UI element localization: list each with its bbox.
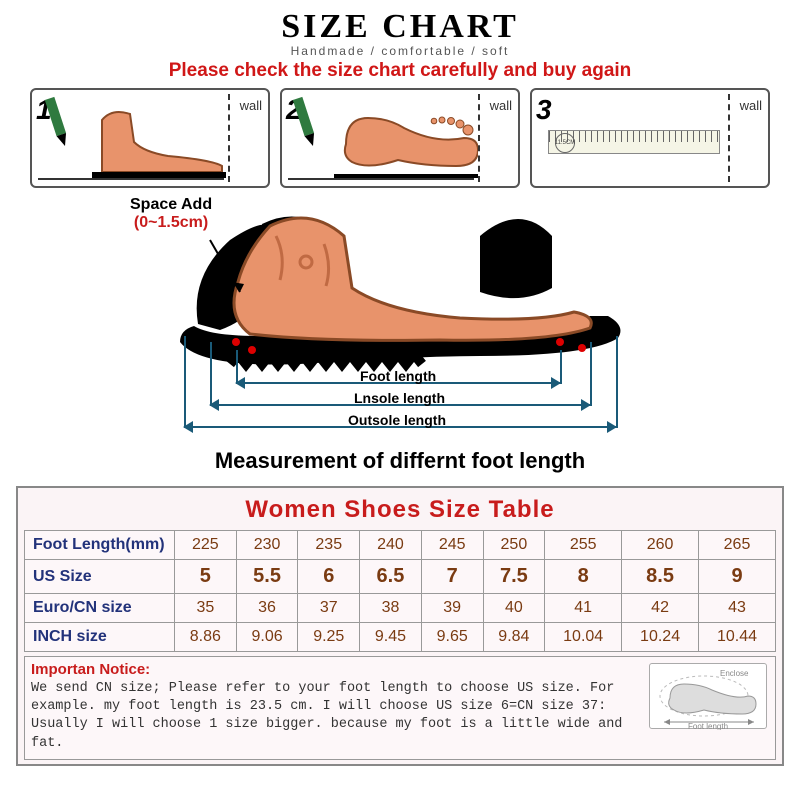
wall-label: wall [740,98,762,113]
table-cell: 8 [545,560,622,594]
dim-tick [590,342,592,406]
size-table: Foot Length(mm) 225 230 235 240 245 250 … [24,530,776,652]
wall-line [728,94,730,182]
step-3: 3 wall 11.5CM [530,88,770,188]
dim-tick [184,336,186,428]
table-cell: 8.5 [622,560,699,594]
notice-foot-icon: Enclose Foot length [649,663,767,729]
table-cell: 10.24 [622,623,699,652]
table-cell: 5.5 [236,560,298,594]
table-row: US Size 5 5.5 6 6.5 7 7.5 8 8.5 9 [25,560,776,594]
table-cell: 9 [699,560,776,594]
marker-dot [248,346,256,354]
table-cell: 250 [483,531,545,560]
size-chart-page: SIZE CHART Handmade / comfortable / soft… [0,0,800,800]
step-2: 2 wall [280,88,520,188]
step-number: 3 [536,94,552,126]
table-cell: 37 [298,594,360,623]
footprint-icon [328,104,478,182]
important-notice: Importan Notice: We send CN size; Please… [24,656,776,760]
row-header: US Size [25,560,175,594]
dim-tick [210,342,212,406]
table-cell: 260 [622,531,699,560]
notice-icon-bottom-label: Foot length [688,722,728,730]
row-header: Foot Length(mm) [25,531,175,560]
table-cell: 255 [545,531,622,560]
table-cell: 9.06 [236,623,298,652]
page-subtitle: Handmade / comfortable / soft [0,44,800,58]
page-title: SIZE CHART [0,8,800,46]
table-cell: 235 [298,531,360,560]
table-cell: 230 [236,531,298,560]
marker-dot [556,338,564,346]
table-cell: 40 [483,594,545,623]
table-cell: 6.5 [360,560,422,594]
table-cell: 7 [421,560,483,594]
dim-label-outsole: Outsole length [348,412,446,428]
table-cell: 43 [699,594,776,623]
foot-side-icon [72,102,232,184]
ruler-icon: 11.5CM [548,130,720,154]
foot-diagram: Space Add (0~1.5cm) [120,196,680,446]
row-header: Euro/CN size [25,594,175,623]
ruler-mark: 11.5CM [555,133,575,153]
shoe-foot-illustration [120,196,680,376]
steps-row: 1 wall 2 wall [0,88,800,188]
table-cell: 240 [360,531,422,560]
table-cell: 245 [421,531,483,560]
table-cell: 9.45 [360,623,422,652]
table-cell: 35 [175,594,237,623]
table-cell: 38 [360,594,422,623]
row-header: INCH size [25,623,175,652]
wall-line [478,94,480,182]
table-cell: 265 [699,531,776,560]
step-1: 1 wall [30,88,270,188]
size-table-title: Women Shoes Size Table [24,492,776,530]
table-cell: 8.86 [175,623,237,652]
dim-label-insole: Lnsole length [354,390,445,406]
table-cell: 9.25 [298,623,360,652]
table-cell: 6 [298,560,360,594]
table-cell: 42 [622,594,699,623]
dim-tick [616,336,618,428]
table-cell: 5 [175,560,237,594]
table-cell: 10.44 [699,623,776,652]
table-cell: 225 [175,531,237,560]
size-table-panel: Women Shoes Size Table Foot Length(mm) 2… [16,486,784,766]
wall-label: wall [240,98,262,113]
marker-dot [578,344,586,352]
table-cell: 9.84 [483,623,545,652]
table-cell: 36 [236,594,298,623]
table-cell: 41 [545,594,622,623]
table-row: Foot Length(mm) 225 230 235 240 245 250 … [25,531,776,560]
measurement-title: Measurement of differnt foot length [0,448,800,474]
table-row: INCH size 8.86 9.06 9.25 9.45 9.65 9.84 … [25,623,776,652]
table-cell: 9.65 [421,623,483,652]
table-cell: 7.5 [483,560,545,594]
marker-dot [232,338,240,346]
warning-text: Please check the size chart carefully an… [0,60,800,82]
table-cell: 39 [421,594,483,623]
table-cell: 10.04 [545,623,622,652]
header: SIZE CHART Handmade / comfortable / soft… [0,0,800,82]
table-row: Euro/CN size 35 36 37 38 39 40 41 42 43 [25,594,776,623]
notice-icon-top-label: Enclose [720,669,749,678]
dim-label-foot: Foot length [360,368,436,384]
wall-label: wall [490,98,512,113]
